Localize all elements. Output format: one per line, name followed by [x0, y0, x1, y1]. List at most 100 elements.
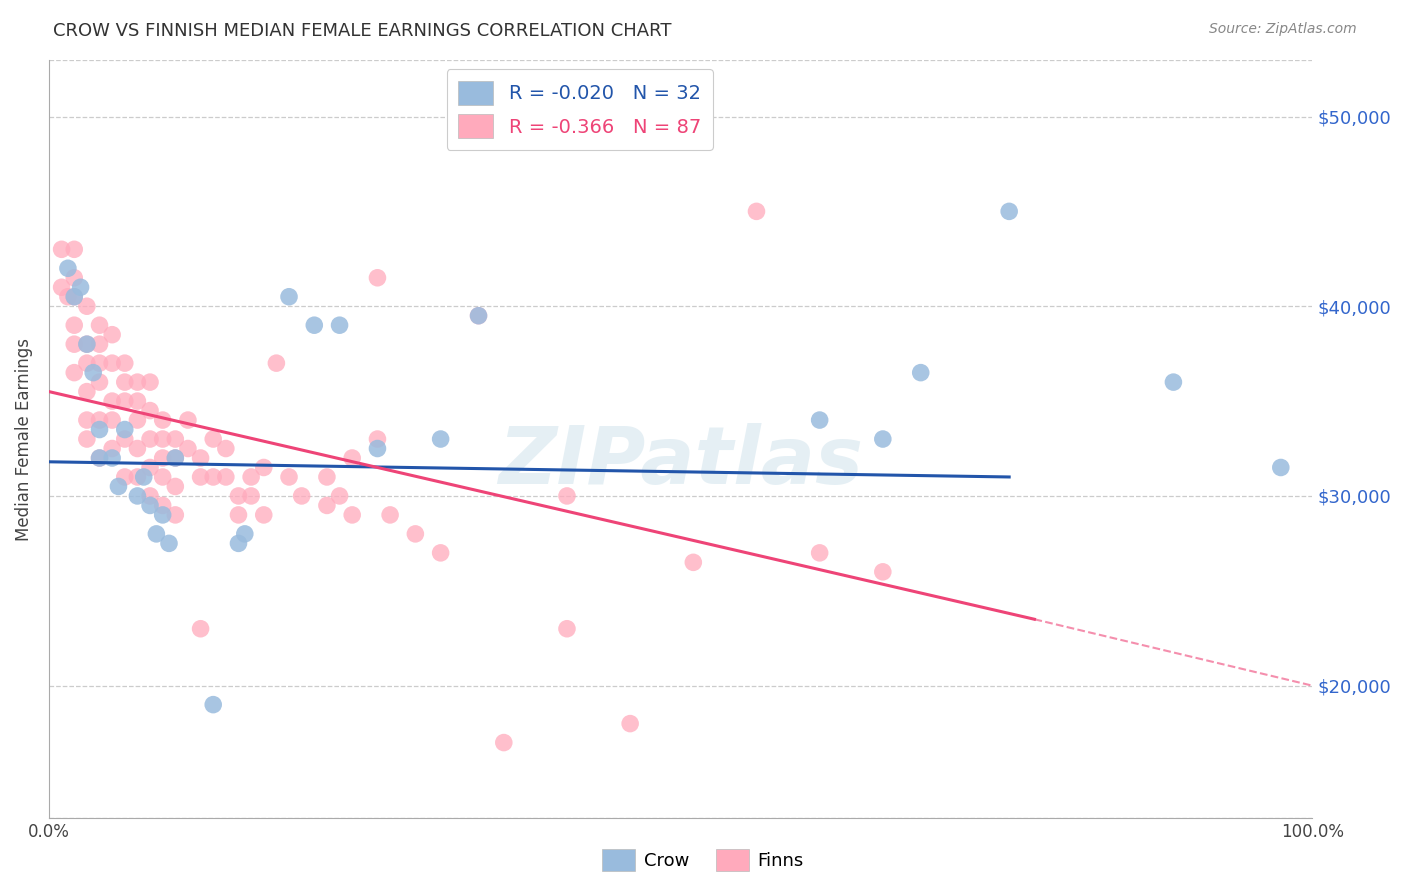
- Point: [152, 413, 174, 427]
- Point: [127, 394, 149, 409]
- Point: [76, 356, 98, 370]
- Point: [215, 470, 238, 484]
- Point: [114, 394, 136, 409]
- Point: [76, 432, 98, 446]
- Point: [366, 270, 388, 285]
- Point: [63, 318, 86, 333]
- Y-axis label: Median Female Earnings: Median Female Earnings: [15, 337, 32, 541]
- Point: [114, 423, 136, 437]
- Point: [165, 450, 187, 465]
- Point: [76, 337, 98, 351]
- Point: [63, 290, 86, 304]
- Legend: R = -0.020   N = 32, R = -0.366   N = 87: R = -0.020 N = 32, R = -0.366 N = 87: [447, 70, 713, 150]
- Point: [63, 290, 86, 304]
- Point: [1270, 460, 1292, 475]
- Point: [202, 698, 225, 712]
- Point: [82, 366, 104, 380]
- Point: [101, 356, 124, 370]
- Point: [340, 450, 363, 465]
- Point: [429, 546, 451, 560]
- Point: [745, 204, 768, 219]
- Point: [139, 432, 162, 446]
- Point: [190, 470, 212, 484]
- Point: [202, 470, 225, 484]
- Point: [429, 432, 451, 446]
- Point: [329, 318, 352, 333]
- Point: [63, 337, 86, 351]
- Point: [378, 508, 401, 522]
- Point: [316, 499, 339, 513]
- Point: [278, 470, 301, 484]
- Point: [89, 423, 111, 437]
- Point: [278, 290, 301, 304]
- Point: [63, 243, 86, 257]
- Point: [101, 394, 124, 409]
- Point: [101, 442, 124, 456]
- Point: [366, 432, 388, 446]
- Point: [253, 508, 276, 522]
- Point: [177, 442, 200, 456]
- Point: [101, 327, 124, 342]
- Point: [76, 337, 98, 351]
- Point: [127, 375, 149, 389]
- Point: [139, 375, 162, 389]
- Point: [316, 470, 339, 484]
- Point: [89, 337, 111, 351]
- Point: [233, 527, 256, 541]
- Point: [1163, 375, 1185, 389]
- Point: [114, 470, 136, 484]
- Point: [190, 622, 212, 636]
- Point: [340, 508, 363, 522]
- Point: [63, 270, 86, 285]
- Point: [101, 450, 124, 465]
- Point: [202, 432, 225, 446]
- Point: [240, 489, 263, 503]
- Text: Source: ZipAtlas.com: Source: ZipAtlas.com: [1209, 22, 1357, 37]
- Point: [139, 403, 162, 417]
- Point: [253, 460, 276, 475]
- Point: [76, 299, 98, 313]
- Point: [76, 384, 98, 399]
- Point: [190, 450, 212, 465]
- Point: [240, 470, 263, 484]
- Point: [51, 280, 73, 294]
- Legend: Crow, Finns: Crow, Finns: [595, 842, 811, 879]
- Point: [329, 489, 352, 503]
- Point: [215, 442, 238, 456]
- Point: [127, 442, 149, 456]
- Point: [872, 565, 894, 579]
- Point: [492, 735, 515, 749]
- Point: [152, 508, 174, 522]
- Point: [139, 489, 162, 503]
- Point: [152, 450, 174, 465]
- Point: [682, 555, 704, 569]
- Point: [291, 489, 314, 503]
- Point: [872, 432, 894, 446]
- Point: [467, 309, 489, 323]
- Point: [89, 318, 111, 333]
- Point: [69, 280, 91, 294]
- Point: [808, 546, 831, 560]
- Text: ZIPatlas: ZIPatlas: [498, 423, 863, 500]
- Point: [152, 499, 174, 513]
- Point: [152, 470, 174, 484]
- Point: [76, 413, 98, 427]
- Point: [228, 489, 250, 503]
- Point: [998, 204, 1021, 219]
- Point: [114, 375, 136, 389]
- Point: [152, 432, 174, 446]
- Point: [114, 432, 136, 446]
- Point: [808, 413, 831, 427]
- Point: [114, 356, 136, 370]
- Point: [132, 470, 155, 484]
- Point: [127, 413, 149, 427]
- Point: [107, 479, 129, 493]
- Point: [145, 527, 167, 541]
- Point: [366, 442, 388, 456]
- Point: [56, 261, 79, 276]
- Point: [56, 290, 79, 304]
- Point: [89, 450, 111, 465]
- Point: [165, 479, 187, 493]
- Point: [139, 460, 162, 475]
- Point: [63, 366, 86, 380]
